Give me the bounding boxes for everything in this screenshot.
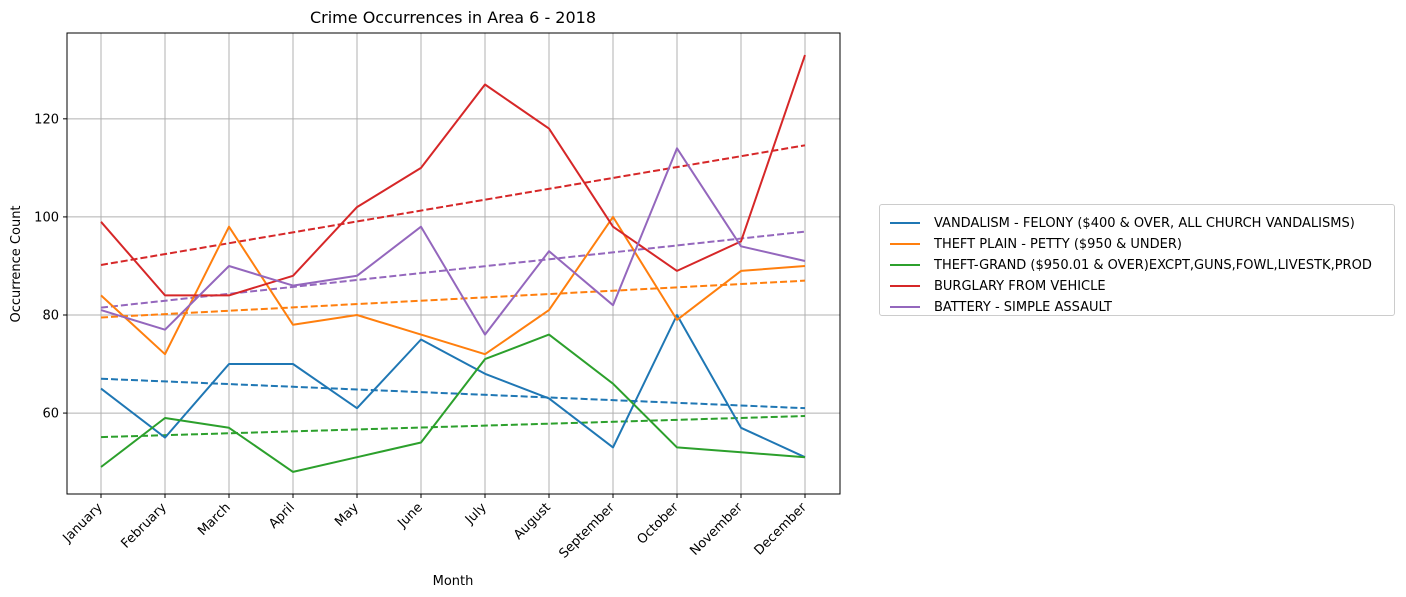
- chart-title: Crime Occurrences in Area 6 - 2018: [310, 8, 596, 27]
- legend-swatch: [890, 243, 920, 245]
- y-axis-label: Occurrence Count: [9, 205, 24, 322]
- x-tick-label: August: [511, 500, 554, 543]
- x-tick-label: January: [60, 500, 106, 546]
- x-tick-label: September: [556, 500, 618, 562]
- legend-item: BURGLARY FROM VEHICLE: [890, 276, 1106, 296]
- trend-lines: [100, 144, 806, 439]
- legend-swatch: [890, 285, 920, 287]
- legend-swatch: [890, 306, 920, 308]
- trend-line: [100, 279, 806, 319]
- x-tick-label: July: [462, 500, 490, 528]
- legend-swatch: [890, 222, 920, 224]
- legend-label: THEFT PLAIN - PETTY ($950 & UNDER): [934, 236, 1182, 252]
- trend-line: [100, 377, 806, 410]
- legend-label: BATTERY - SIMPLE ASSAULT: [934, 299, 1112, 315]
- x-tick-label: May: [332, 500, 362, 530]
- x-tick-label: February: [118, 500, 170, 552]
- series-line: [100, 215, 806, 356]
- trend-line: [100, 415, 806, 439]
- x-tick-label: June: [394, 500, 425, 531]
- trend-line: [100, 144, 806, 266]
- series-line: [100, 333, 806, 473]
- y-tick-label: 80: [42, 308, 59, 323]
- x-tick-label: November: [687, 500, 746, 559]
- x-axis-label: Month: [433, 574, 474, 589]
- x-tick-label: April: [266, 500, 298, 532]
- legend-swatch: [890, 264, 920, 266]
- trend-line: [100, 230, 806, 309]
- grid-lines: [67, 33, 840, 494]
- y-tick-label: 120: [34, 112, 59, 127]
- x-tick-label: December: [752, 500, 811, 559]
- legend-item: THEFT PLAIN - PETTY ($950 & UNDER): [890, 234, 1182, 254]
- legend-item: VANDALISM - FELONY ($400 & OVER, ALL CHU…: [890, 213, 1355, 233]
- series-lines: [100, 54, 806, 473]
- series-line: [100, 54, 806, 297]
- legend-item: BATTERY - SIMPLE ASSAULT: [890, 297, 1112, 317]
- y-tick-label: 60: [42, 407, 59, 422]
- plot-area-frame: [66, 32, 841, 495]
- legend-label: BURGLARY FROM VEHICLE: [934, 278, 1106, 294]
- legend-item: THEFT-GRAND ($950.01 & OVER)EXCPT,GUNS,F…: [890, 255, 1372, 275]
- y-tick-label: 100: [34, 210, 59, 225]
- legend-label: THEFT-GRAND ($950.01 & OVER)EXCPT,GUNS,F…: [934, 257, 1372, 273]
- chart-legend: VANDALISM - FELONY ($400 & OVER, ALL CHU…: [879, 204, 1395, 316]
- legend-label: VANDALISM - FELONY ($400 & OVER, ALL CHU…: [934, 215, 1355, 231]
- series-line: [100, 314, 806, 459]
- x-tick-label: October: [634, 500, 682, 548]
- x-tick-label: March: [195, 500, 234, 539]
- series-line: [100, 147, 806, 336]
